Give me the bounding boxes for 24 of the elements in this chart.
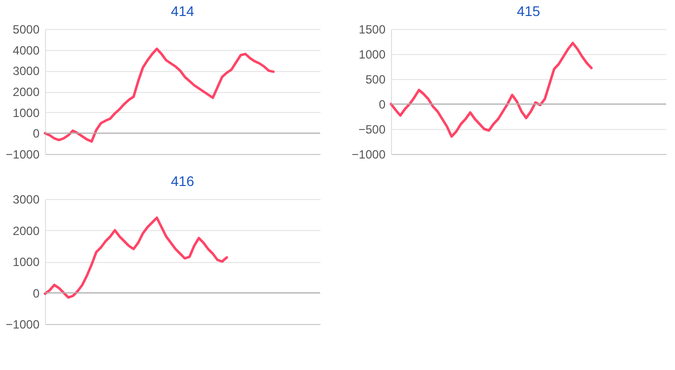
y-tick-label: −500 bbox=[358, 122, 386, 136]
y-tick-label: 2000 bbox=[12, 85, 40, 99]
y-tick-label: 1000 bbox=[358, 48, 386, 62]
chart-title: 415 bbox=[516, 3, 540, 19]
y-tick-label: 0 bbox=[32, 126, 40, 141]
chart-title: 416 bbox=[170, 173, 194, 189]
y-tick-label: 0 bbox=[378, 98, 386, 112]
y-tick-label: −1000 bbox=[6, 148, 40, 162]
chart-title: 414 bbox=[170, 3, 194, 19]
y-tick-label: 4000 bbox=[12, 43, 40, 58]
y-tick-label: 1000 bbox=[12, 255, 40, 269]
y-tick-label: 500 bbox=[365, 72, 386, 86]
y-tick-label: −1000 bbox=[6, 318, 40, 332]
line-series bbox=[44, 216, 228, 299]
y-tick-label: 0 bbox=[32, 286, 40, 300]
y-tick-label: 3000 bbox=[12, 64, 40, 78]
y-tick-label: 2000 bbox=[12, 224, 40, 238]
y-tick-label: 3000 bbox=[12, 192, 40, 206]
y-tick-label: 5000 bbox=[12, 22, 40, 36]
line-series bbox=[44, 48, 275, 143]
line-series bbox=[390, 42, 593, 138]
y-tick-label: −1000 bbox=[352, 148, 386, 162]
y-tick-label: 1500 bbox=[358, 22, 386, 36]
y-tick-label: 1000 bbox=[12, 106, 40, 120]
